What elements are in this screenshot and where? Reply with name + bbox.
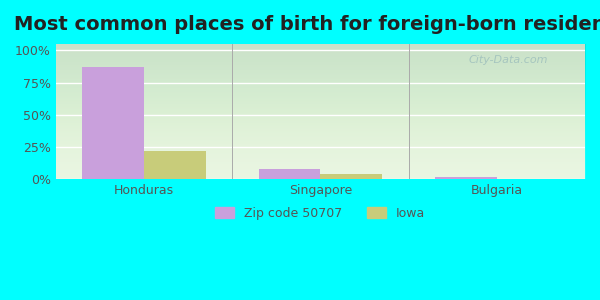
Bar <box>435 177 497 179</box>
Title: Most common places of birth for foreign-born residents: Most common places of birth for foreign-… <box>14 15 600 34</box>
Bar <box>82 67 144 179</box>
Legend: Zip code 50707, Iowa: Zip code 50707, Iowa <box>211 202 430 225</box>
Bar <box>144 151 206 179</box>
Bar <box>259 169 320 179</box>
Text: City-Data.com: City-Data.com <box>469 55 548 65</box>
Bar <box>320 174 382 179</box>
